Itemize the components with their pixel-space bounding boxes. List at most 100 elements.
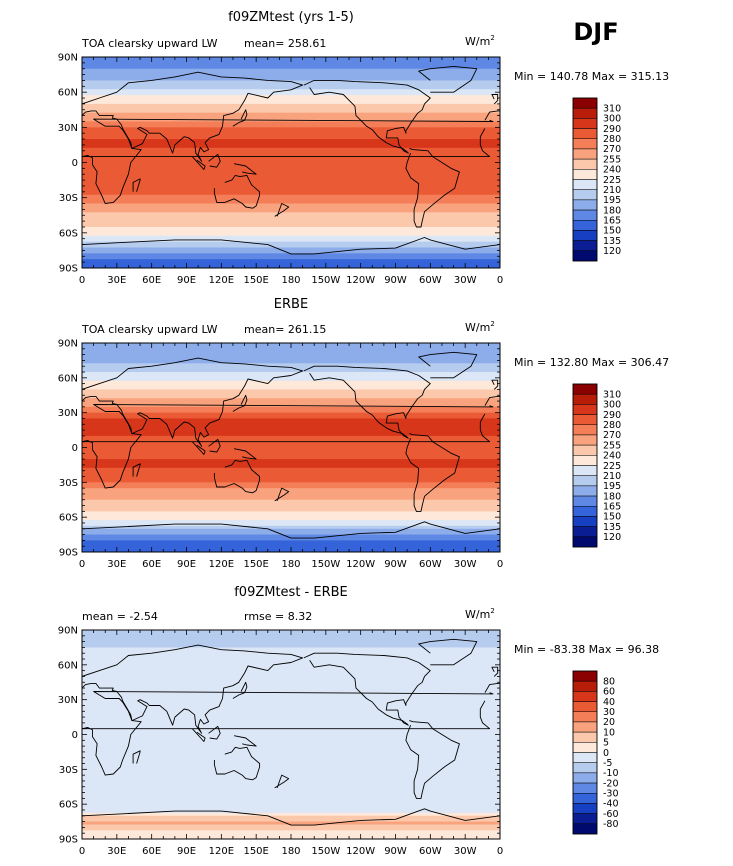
colorbar-swatch xyxy=(572,128,598,139)
colorbar-swatch xyxy=(572,189,598,201)
zonal-band xyxy=(82,86,500,90)
y-tick-label: 90S xyxy=(59,835,78,846)
zonal-band xyxy=(82,751,500,756)
coastline xyxy=(484,110,500,121)
zonal-band xyxy=(82,224,500,228)
colorbar: 3103002902802702552402252101951801651501… xyxy=(572,97,621,262)
zonal-band xyxy=(82,488,500,492)
zonal-band xyxy=(82,377,500,382)
zonal-band xyxy=(82,459,500,463)
x-tick-label: 0 xyxy=(497,275,503,286)
colorbar-label: 280 xyxy=(603,420,621,431)
zonal-band xyxy=(82,165,500,169)
zonal-band xyxy=(82,247,500,252)
zonal-band xyxy=(82,372,500,376)
colorbar-swatch xyxy=(572,803,598,814)
zonal-band xyxy=(82,801,500,805)
zonal-band xyxy=(82,209,500,213)
zonal-band xyxy=(82,511,500,515)
zonal-band xyxy=(82,525,500,530)
colorbar-swatch xyxy=(572,148,598,160)
zonal-band xyxy=(82,650,500,654)
zonal-band xyxy=(82,766,500,770)
x-tick-label: 150E xyxy=(243,559,268,570)
colorbar-swatch xyxy=(572,404,598,415)
x-tick-label: 30W xyxy=(454,846,477,857)
colorbar-label: 150 xyxy=(603,226,621,237)
y-tick-label: 60S xyxy=(59,800,78,811)
coastline xyxy=(82,808,500,826)
x-tick-label: 60E xyxy=(142,275,161,286)
zonal-band xyxy=(82,462,500,466)
zonal-band xyxy=(82,760,500,765)
x-tick-label: 30W xyxy=(454,559,477,570)
colorbar-label: 30 xyxy=(603,707,615,718)
colorbar-label: 60 xyxy=(603,687,615,698)
y-tick-label: 60S xyxy=(59,513,78,524)
zonal-band xyxy=(82,171,500,175)
colorbar-label: 225 xyxy=(603,175,621,186)
zonal-band xyxy=(82,464,500,469)
zonal-band xyxy=(82,369,500,373)
panel-observation: ERBE TOA clearsky upward LW mean= 261.15… xyxy=(58,297,669,570)
zonal-band xyxy=(82,188,500,193)
zonal-band xyxy=(82,406,500,411)
colorbar-swatch xyxy=(572,742,598,753)
colorbar-swatch xyxy=(572,209,598,221)
colorbar-label: 210 xyxy=(603,185,621,196)
colorbar-swatch xyxy=(572,495,598,507)
x-tick-label: 150E xyxy=(243,275,268,286)
coastline xyxy=(82,237,500,255)
coastline xyxy=(405,433,460,512)
zonal-band xyxy=(82,653,500,657)
x-tick-label: 180 xyxy=(281,846,300,857)
coastline xyxy=(213,459,261,494)
coastline xyxy=(232,681,248,699)
zonal-band xyxy=(82,540,500,544)
zonal-band xyxy=(82,682,500,686)
colorbar-swatch xyxy=(572,731,598,743)
panel-title: ERBE xyxy=(274,297,308,312)
y-tick-label: 0 xyxy=(72,730,78,741)
units-label: W/m2 xyxy=(465,320,495,334)
zonal-band xyxy=(82,795,500,799)
x-tick-label: 60E xyxy=(142,846,161,857)
colorbar-swatch xyxy=(572,250,598,262)
zonal-band xyxy=(82,150,500,155)
zonal-band xyxy=(82,789,500,794)
zonal-band xyxy=(82,769,500,773)
coastline xyxy=(191,441,206,455)
zonal-band xyxy=(82,456,500,460)
x-tick-label: 150W xyxy=(311,275,340,286)
zonal-band xyxy=(82,401,500,405)
zonal-band xyxy=(82,821,500,826)
variable-label: TOA clearsky upward LW xyxy=(81,323,218,336)
zonal-band xyxy=(82,366,500,370)
zonal-band xyxy=(82,80,500,84)
zonal-band xyxy=(82,676,500,680)
zonal-band xyxy=(82,203,500,208)
zonal-band xyxy=(82,412,500,417)
y-tick-label: 90S xyxy=(59,548,78,559)
colorbar-swatch xyxy=(572,240,598,252)
zonal-band xyxy=(82,444,500,449)
colorbar-label: 40 xyxy=(603,697,615,708)
zonal-band xyxy=(82,482,500,486)
zonal-band xyxy=(82,106,500,111)
colorbar-label: 290 xyxy=(603,124,621,135)
zonal-band xyxy=(82,139,500,143)
zonal-band xyxy=(82,792,500,797)
zonal-band xyxy=(82,238,500,243)
zonal-band xyxy=(82,502,500,507)
colorbar-swatch xyxy=(572,752,598,763)
colorbar-label: 180 xyxy=(603,205,621,216)
colorbar-label: 300 xyxy=(603,114,621,125)
colorbar-swatch xyxy=(572,680,598,692)
zonal-band xyxy=(82,754,500,759)
x-tick-label: 30E xyxy=(107,275,126,286)
colorbar-label: 120 xyxy=(603,246,621,257)
coastline xyxy=(484,395,500,406)
zonal-band xyxy=(82,133,500,137)
zonal-band xyxy=(82,191,500,196)
